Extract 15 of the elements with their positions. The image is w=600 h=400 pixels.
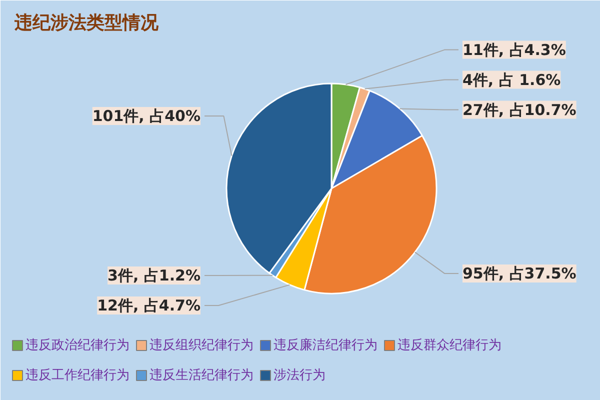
data-label: 11件, 占4.3% [462,40,566,59]
chart-title: 违纪涉法类型情况 [14,12,160,34]
legend-label: 违反组织纪律行为 [150,338,254,353]
data-label: 3件, 占1.2% [108,266,201,284]
legend-label: 违反生活纪律行为 [150,368,254,383]
data-label: 27件, 占10.7% [462,100,576,119]
data-label: 101件, 占40% [92,107,201,126]
data-label: 12件, 占4.7% [97,296,201,314]
legend-label: 违反政治纪律行为 [26,338,130,353]
legend-label: 违反廉洁纪律行为 [274,338,378,353]
data-label: 4件, 占 1.6% [462,70,561,89]
legend-label: 违反群众纪律行为 [398,338,502,353]
legend-label: 违反工作纪律行为 [26,368,130,383]
legend-label: 涉法行为 [274,368,326,383]
data-label: 95件, 占37.5% [462,264,576,282]
